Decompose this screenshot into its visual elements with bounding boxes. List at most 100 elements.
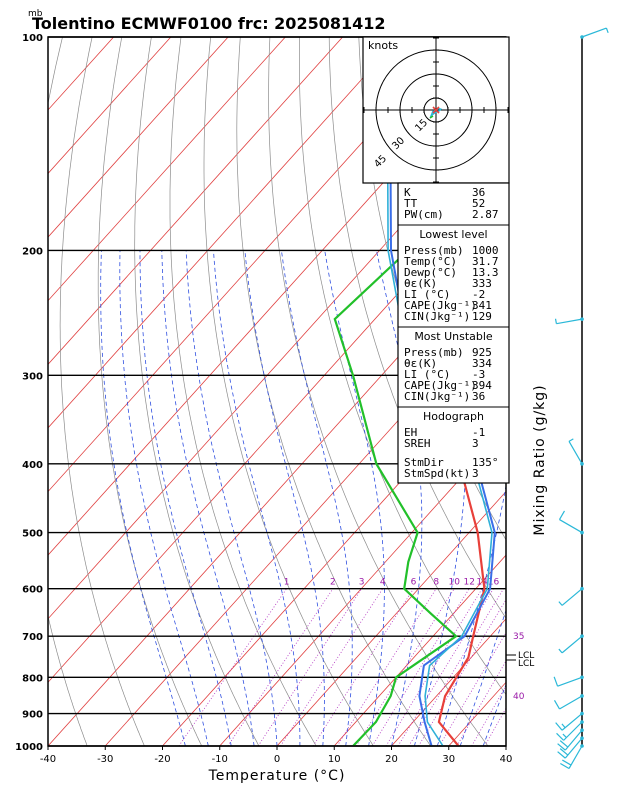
mixing-ratio-line <box>418 599 506 746</box>
temperature-tick-label: 40 <box>500 754 513 765</box>
wind-barb-half-flag <box>554 318 557 324</box>
isotherm-line <box>48 37 172 175</box>
wind-profile-column: Mixing Ratio (g/kg) <box>532 27 609 770</box>
wind-barb-half-flag <box>562 733 567 738</box>
index-label: PW(cm) <box>404 208 444 221</box>
background-lines <box>48 5 618 761</box>
mixing-ratio-line <box>280 588 384 746</box>
pressure-tick-label: 700 <box>22 632 43 643</box>
index-value: 3 <box>472 437 479 450</box>
pressure-tick-label: 100 <box>22 33 43 44</box>
wind-barb <box>568 438 584 466</box>
isotherm-line <box>505 745 506 746</box>
index-value: 341 <box>472 299 492 312</box>
wind-barb-flag <box>553 676 559 687</box>
wind-barb-staff <box>556 318 583 325</box>
index-label: CIN(Jkg⁻¹) <box>404 310 470 323</box>
hodograph-low-level <box>429 115 434 119</box>
pressure-tick-label: 300 <box>22 371 43 382</box>
index-value: 31.7 <box>472 255 499 268</box>
wind-barb-staff <box>561 635 583 654</box>
chart-title: Tolentino ECMWF0100 frc: 2025081412 <box>32 14 386 33</box>
pressure-tick-label: 600 <box>22 585 43 596</box>
wind-barb-half-flag <box>561 723 566 729</box>
mixing-ratio-line <box>456 660 506 746</box>
dewpoint-profile <box>333 112 506 746</box>
dry-adiabat-line <box>502 5 618 761</box>
dry-adiabat-line <box>48 37 88 746</box>
index-value: 135° <box>472 456 499 469</box>
mixing-ratio-label: 35 <box>513 632 524 642</box>
index-label: CAPE(Jkg⁻¹) <box>404 379 477 392</box>
wind-barb-flag <box>558 510 566 520</box>
dry-adiabat-line <box>134 37 260 746</box>
dry-adiabat-line <box>59 37 145 746</box>
index-value: 925 <box>472 346 492 359</box>
mixing-ratio-line <box>336 588 437 746</box>
mixing-ratio-label: 4 <box>380 578 386 588</box>
parcel-profile <box>389 93 496 746</box>
dry-adiabat-line <box>169 37 317 746</box>
dry-adiabat-line <box>328 37 506 619</box>
index-label: Dewp(°C) <box>404 266 457 279</box>
index-label: SREH <box>404 437 431 450</box>
wind-barb-flag <box>559 740 569 748</box>
wind-barb-flag <box>562 759 572 766</box>
isotherm-line <box>550 5 618 761</box>
mixing-ratio-axis-label: Mixing Ratio (g/kg) <box>532 384 548 535</box>
isotherm-line <box>219 427 506 746</box>
pressure-tick-label: 400 <box>22 460 43 471</box>
mixing-ratio-line <box>257 588 362 746</box>
isotherm-line <box>48 37 344 365</box>
wind-barb-half-flag <box>558 648 563 654</box>
wind-barb-staff <box>559 519 583 534</box>
mixing-ratio-line <box>355 588 455 746</box>
isotherm-line <box>48 37 401 429</box>
mixing-ratio-label: 6 <box>411 578 417 588</box>
index-value: 2.87 <box>472 208 499 221</box>
wind-barb-half-flag <box>558 601 563 606</box>
pressure-tick-label: 800 <box>22 673 43 684</box>
wind-barb <box>553 694 584 710</box>
wind-barb-staff <box>559 695 583 710</box>
index-value: 333 <box>472 277 492 290</box>
moist-adiabat-line <box>213 250 301 746</box>
index-label: StmSpd(kt) <box>404 467 470 480</box>
isotherm-line <box>333 554 506 746</box>
hodograph-trace <box>429 107 443 118</box>
temperature-tick-label: -10 <box>212 754 228 765</box>
index-label: LI (°C) <box>404 288 450 301</box>
index-label: CAPE(Jkg⁻¹) <box>404 299 477 312</box>
wind-barb <box>558 586 584 606</box>
wind-barb-flag <box>555 722 563 731</box>
mixing-ratio-line <box>439 631 506 746</box>
mixing-ratio-line <box>227 588 334 746</box>
index-value: 1000 <box>472 244 499 257</box>
index-value: 52 <box>472 197 485 210</box>
wind-barb-staff <box>564 729 583 751</box>
mixing-ratio-line <box>408 588 504 746</box>
mixing-ratio-line <box>397 588 494 746</box>
pressure-unit-label: mb <box>28 9 43 19</box>
pressure-tick-label: 500 <box>22 529 43 540</box>
wind-barb-flag <box>557 743 566 751</box>
wind-barb-staff <box>568 745 583 769</box>
temperature-tick-label: 0 <box>274 754 280 765</box>
panel-section-title: Most Unstable <box>414 330 493 343</box>
wind-barb <box>560 744 584 770</box>
index-value: 3 <box>472 467 479 480</box>
pressure-tick-label: 200 <box>22 246 43 257</box>
wind-barb-flag <box>553 699 561 710</box>
moist-adiabat-line <box>281 250 353 746</box>
mixing-ratio-label: 40 <box>513 692 525 702</box>
wind-barb <box>553 675 584 687</box>
isotherm-line <box>48 37 286 302</box>
index-value: -3 <box>472 368 485 381</box>
index-value: 129 <box>472 310 492 323</box>
lcl-marker: LCL LCL <box>506 651 534 669</box>
wind-barb <box>557 736 584 759</box>
mixing-ratio-line <box>371 588 470 746</box>
mixing-ratio-label: 2 <box>330 578 336 588</box>
wind-barb-flag <box>556 732 565 741</box>
